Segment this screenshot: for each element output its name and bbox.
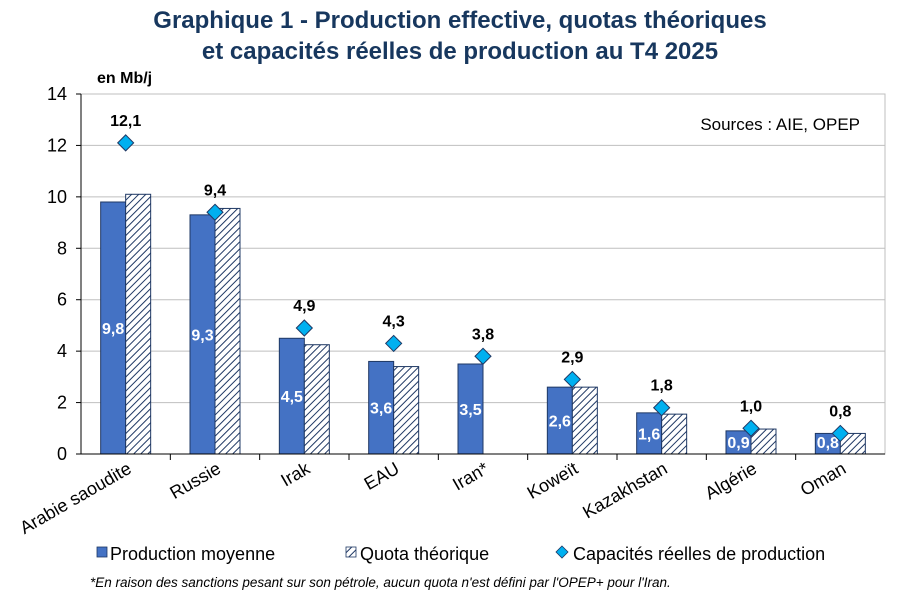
y-axis-unit-label: en Mb/j xyxy=(97,70,152,87)
data-label-production: 1,6 xyxy=(638,426,660,443)
x-tick-label: Kazakhstan xyxy=(579,458,670,522)
bar-quota xyxy=(393,366,420,455)
data-label-production: 0,8 xyxy=(817,435,839,452)
marker-capacity xyxy=(295,319,314,337)
y-tick-label: 0 xyxy=(57,444,67,464)
data-label-capacity: 4,9 xyxy=(293,298,315,315)
data-label-production: 0,9 xyxy=(727,435,749,452)
x-tick-label: Russie xyxy=(166,458,224,503)
chart-title-line2: et capacités réelles de production au T4… xyxy=(202,38,718,65)
marker-capacity xyxy=(831,424,850,443)
bar-quota xyxy=(750,428,777,455)
bar-quota xyxy=(125,193,152,455)
bar-production xyxy=(368,360,395,455)
data-label-capacity: 1,8 xyxy=(651,378,673,395)
y-tick-label: 4 xyxy=(57,341,67,361)
legend: Production moyenne Quota théorique Capac… xyxy=(96,544,825,564)
data-label-production: 9,3 xyxy=(191,327,213,344)
bar-quota xyxy=(303,344,330,455)
data-label-capacity: 2,9 xyxy=(561,349,583,366)
x-tick-label: Iran* xyxy=(449,458,492,494)
bar-quota xyxy=(214,207,241,455)
y-tick-label: 6 xyxy=(57,290,67,310)
source-note: Sources : AIE, OPEP xyxy=(700,115,860,134)
legend-swatch-production xyxy=(96,546,108,558)
bar-production xyxy=(457,363,484,455)
legend-label-quota: Quota théorique xyxy=(360,544,489,564)
data-label-production: 9,8 xyxy=(102,321,124,338)
x-tick-label: Arabie saoudite xyxy=(16,458,134,538)
data-label-production: 2,6 xyxy=(549,414,571,431)
data-label-capacity: 4,3 xyxy=(383,313,405,330)
data-label-capacity: 1,0 xyxy=(740,398,762,415)
data-label-capacity: 3,8 xyxy=(472,326,494,343)
y-tick-label: 12 xyxy=(47,135,67,155)
capacity-markers: 12,1 9,4 4,9 4,3 3,8 2,9 1,8 1,0 0,8 xyxy=(110,113,852,443)
x-tick-label: Koweït xyxy=(524,458,582,503)
marker-capacity xyxy=(384,334,403,353)
data-label-production: 3,6 xyxy=(370,401,392,418)
bar-quota xyxy=(571,386,598,455)
y-axis: 0 2 4 6 8 10 12 14 xyxy=(47,84,82,464)
legend-label-production: Production moyenne xyxy=(110,544,275,564)
y-tick-label: 2 xyxy=(57,393,67,413)
x-axis: Arabie saoudite Russie Irak EAU Iran* KoweïtK… xyxy=(16,453,885,538)
data-label-capacity: 0,8 xyxy=(829,403,851,420)
legend-swatch-capacity xyxy=(555,545,569,559)
y-tick-label: 8 xyxy=(57,238,67,258)
y-tick-label: 14 xyxy=(47,84,67,104)
chart-title-line1: Graphique 1 - Production effective, quot… xyxy=(153,7,766,34)
data-label-production: 3,5 xyxy=(459,402,481,419)
bar-production xyxy=(278,337,305,455)
footnote: *En raison des sanctions pesant sur son … xyxy=(90,575,671,590)
bar-production xyxy=(189,214,216,455)
bars: 9,8 9,3 4,5 3,6 3,5 2,6 1,6 0,9 0,8 xyxy=(100,193,866,455)
x-tick-label: Irak xyxy=(277,458,314,491)
x-tick-label: Algérie xyxy=(701,458,760,503)
data-label-capacity: 12,1 xyxy=(110,113,141,130)
marker-capacity xyxy=(474,347,492,365)
marker-capacity xyxy=(563,370,582,389)
data-label-production: 4,5 xyxy=(281,389,303,406)
x-tick-label: Oman xyxy=(797,458,849,500)
marker-capacity xyxy=(206,203,224,221)
data-label-capacity: 9,4 xyxy=(204,182,226,199)
marker-capacity xyxy=(652,399,671,417)
legend-label-capacity: Capacités réelles de production xyxy=(573,544,825,564)
legend-swatch-quota xyxy=(345,546,357,558)
marker-capacity xyxy=(116,134,135,152)
x-tick-label: EAU xyxy=(361,458,403,494)
bar-quota xyxy=(661,413,688,455)
marker-capacity xyxy=(742,419,760,437)
y-tick-label: 10 xyxy=(47,187,67,207)
